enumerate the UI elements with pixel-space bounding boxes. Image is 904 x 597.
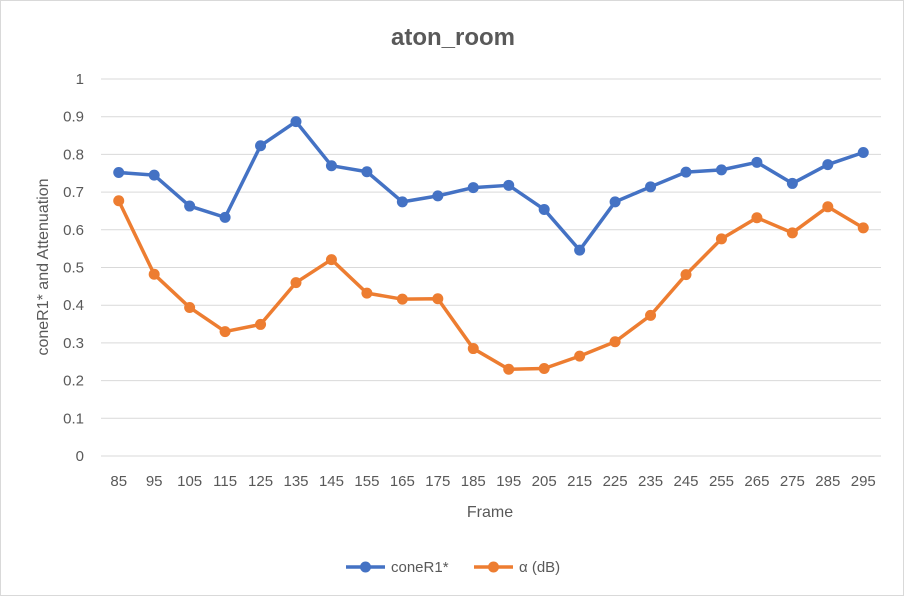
data-point — [715, 164, 727, 176]
data-point — [255, 318, 267, 330]
gridlines — [101, 78, 881, 457]
data-point — [822, 159, 834, 171]
y-tick-label: 1 — [76, 71, 84, 88]
data-point — [361, 287, 373, 299]
legend-marker — [488, 561, 499, 573]
series-1 — [113, 195, 869, 375]
x-tick-label: 245 — [673, 473, 698, 490]
data-point — [396, 196, 408, 208]
data-point — [467, 182, 479, 194]
series-line — [116, 119, 866, 252]
x-tick-label: 285 — [815, 473, 840, 490]
x-tick-label: 105 — [177, 473, 202, 490]
y-tick-label: 0.5 — [63, 260, 84, 277]
data-point — [255, 140, 267, 152]
data-point — [148, 169, 160, 181]
data-point — [432, 293, 444, 305]
data-point — [751, 156, 763, 168]
series-layer — [113, 116, 869, 375]
data-point — [680, 269, 692, 281]
data-point — [503, 179, 515, 191]
data-point — [113, 195, 125, 207]
y-axis-title: coneR1* and Attenuation — [35, 178, 52, 355]
data-point — [786, 227, 798, 239]
data-point — [290, 116, 302, 128]
data-point — [538, 203, 550, 215]
legend-item: α (dB) — [474, 559, 560, 576]
y-tick-label: 0 — [76, 448, 84, 465]
y-tick-label: 0.6 — [63, 222, 84, 239]
x-tick-label: 255 — [709, 473, 734, 490]
x-tick-label: 85 — [110, 473, 127, 490]
x-tick-label: 155 — [354, 473, 379, 490]
data-point — [786, 177, 798, 189]
data-point — [361, 166, 373, 178]
legend: coneR1* α (dB) — [346, 559, 560, 576]
series-line — [116, 199, 866, 372]
data-point — [538, 363, 550, 375]
x-tick-label: 275 — [780, 473, 805, 490]
x-axis-title: Frame — [467, 504, 513, 521]
data-point — [184, 301, 196, 313]
x-tick-label: 175 — [425, 473, 450, 490]
y-tick-label: 0.1 — [63, 410, 84, 427]
data-point — [574, 350, 586, 362]
y-tick-label: 0.7 — [63, 184, 84, 201]
x-axis-ticks: 85 95 105 115 125 135 145 155 165 175 185 195 205 215… — [110, 473, 875, 490]
data-point — [645, 309, 657, 321]
data-point — [574, 244, 586, 256]
y-tick-label: 0.3 — [63, 335, 84, 352]
y-tick-label: 0.8 — [63, 146, 84, 163]
y-axis-ticks: 0 0.1 0.2 0.3 0.4 0.5 0.6 0.7 0.8 0.9 1 — [63, 71, 84, 465]
data-point — [609, 336, 621, 348]
legend-label: α (dB) — [519, 559, 560, 576]
data-point — [290, 277, 302, 289]
series-0 — [113, 116, 869, 256]
data-point — [325, 254, 337, 266]
x-tick-label: 95 — [146, 473, 163, 490]
data-point — [467, 343, 479, 355]
data-point — [113, 166, 125, 178]
x-tick-label: 115 — [213, 473, 237, 490]
data-point — [432, 190, 444, 202]
y-tick-label: 0.4 — [63, 297, 84, 314]
legend-marker — [360, 561, 371, 573]
data-point — [645, 181, 657, 193]
x-tick-label: 265 — [744, 473, 769, 490]
x-tick-label: 225 — [603, 473, 628, 490]
data-point — [148, 268, 160, 280]
legend-item: coneR1* — [346, 559, 449, 576]
data-point — [503, 363, 515, 375]
chart-title: aton_room — [391, 24, 515, 51]
x-tick-label: 145 — [319, 473, 344, 490]
x-tick-label: 295 — [851, 473, 876, 490]
y-tick-label: 0.2 — [63, 373, 84, 390]
legend-label: coneR1* — [391, 559, 449, 576]
data-point — [857, 222, 869, 234]
data-point — [184, 200, 196, 212]
data-point — [857, 147, 869, 159]
x-tick-label: 235 — [638, 473, 663, 490]
x-tick-label: 125 — [248, 473, 273, 490]
data-point — [822, 201, 834, 213]
x-tick-label: 195 — [496, 473, 521, 490]
x-tick-label: 205 — [532, 473, 557, 490]
x-tick-label: 215 — [567, 473, 592, 490]
x-tick-label: 135 — [283, 473, 308, 490]
data-point — [219, 326, 231, 338]
data-point — [396, 293, 408, 305]
x-tick-label: 185 — [461, 473, 486, 490]
data-point — [680, 166, 692, 178]
data-point — [751, 212, 763, 224]
data-point — [715, 233, 727, 245]
data-point — [325, 160, 337, 172]
data-point — [609, 196, 621, 208]
data-point — [219, 211, 231, 223]
y-tick-label: 0.9 — [63, 109, 84, 126]
x-tick-label: 165 — [390, 473, 415, 490]
